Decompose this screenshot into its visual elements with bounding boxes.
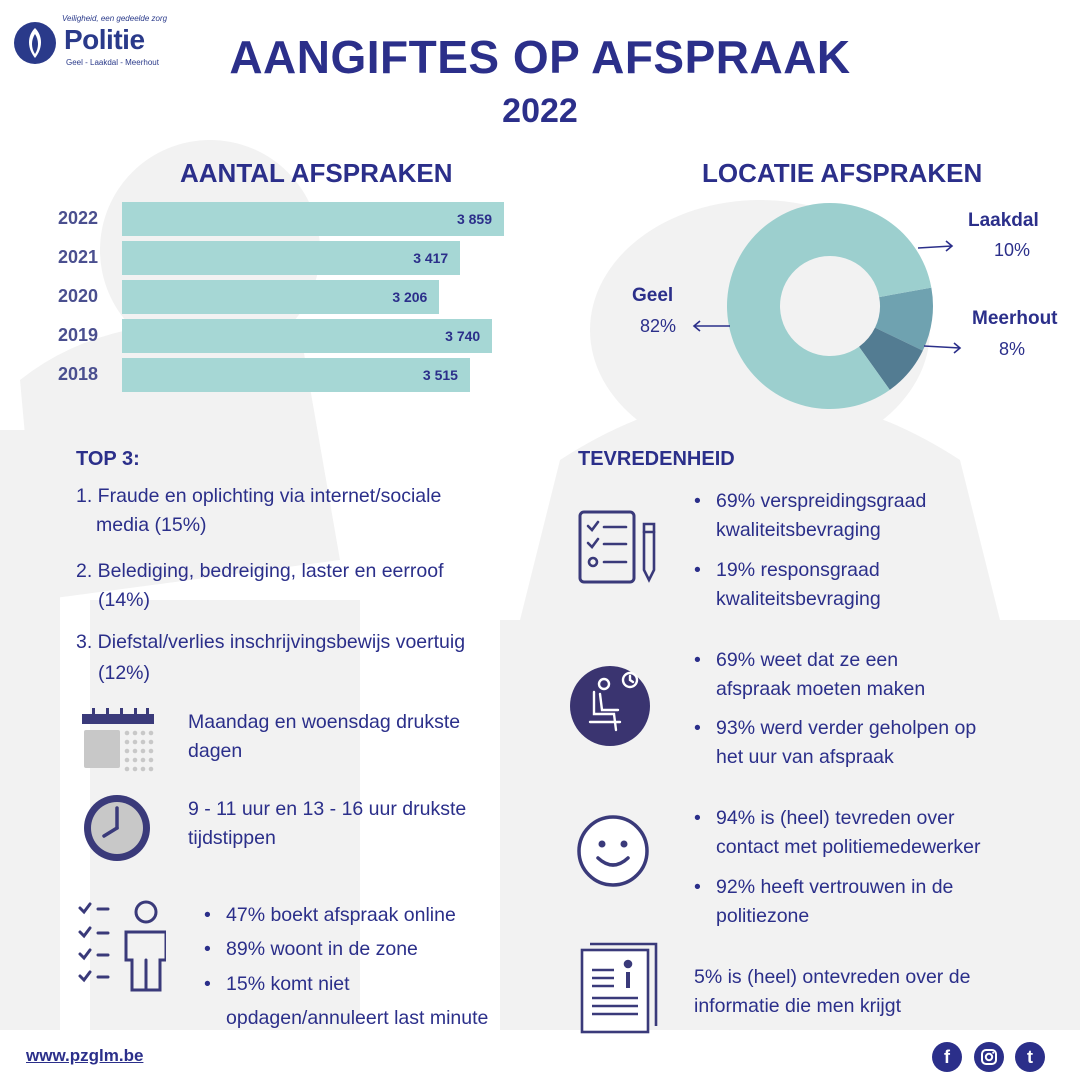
- checklist-person-icon: [78, 900, 166, 992]
- stat-online-booking: 47% boekt afspraak online: [204, 901, 456, 930]
- waiting-person-icon: [570, 666, 650, 746]
- donut-slice-geel: [727, 203, 932, 409]
- survey-clipboard-icon: [578, 510, 656, 584]
- satisfaction-stat-1-line-1: 69% verspreidingsgraad: [694, 487, 926, 516]
- clock-icon: [84, 795, 150, 861]
- bar-category-label: 2019: [58, 325, 99, 345]
- twitter-icon[interactable]: t: [1015, 1042, 1045, 1072]
- satisfaction-stat-6-line-1: 92% heeft vertrouwen in de: [694, 873, 953, 902]
- satisfaction-stat-5-line-2: contact met politiemedewerker: [716, 836, 981, 858]
- satisfaction-title: TEVREDENHEID: [578, 448, 735, 470]
- satisfaction-stat-6-line-2: politiezone: [716, 905, 810, 927]
- logo-tagline: Veiligheid, een gedeelde zorg: [62, 14, 168, 23]
- top3-item-1-line-2: media (15%): [96, 514, 207, 536]
- satisfaction-stat-4-line-1: 93% werd verder geholpen op: [694, 714, 976, 743]
- top3-title: TOP 3:: [76, 448, 140, 470]
- donut-svg: [692, 203, 962, 409]
- busiest-days-line-1: Maandag en woensdag drukste: [188, 711, 461, 733]
- police-logo: Veiligheid, een gedeelde zorg Politie Ge…: [12, 14, 167, 70]
- top3-item-1-line-1: 1. Fraude en oplichting via internet/soc…: [76, 485, 442, 507]
- page-title: AANGIFTES OP AFSPRAAK: [229, 31, 851, 83]
- facebook-icon[interactable]: f: [932, 1042, 962, 1072]
- bar-2019: 3 740: [122, 319, 493, 353]
- calendar-icon: [82, 708, 154, 772]
- top3-item-2-line-2: (14%): [98, 589, 151, 611]
- bar-value-label: 3 740: [445, 328, 481, 344]
- arrow-laakdal-head: [945, 240, 954, 252]
- instagram-glyph: [981, 1049, 997, 1065]
- police-flame-icon: [14, 22, 56, 64]
- bar-category-label: 2020: [58, 286, 99, 306]
- label-laakdal: Laakdal: [968, 210, 1039, 231]
- busiest-hours-line-2: tijdstippen: [188, 827, 276, 849]
- bar-category-label: 2022: [58, 208, 99, 228]
- pct-geel: 82%: [640, 316, 677, 336]
- location-title: LOCATIE AFSPRAKEN: [702, 158, 983, 188]
- bar-value-label: 3 206: [392, 289, 428, 305]
- stat-no-show-line-1: 15% komt niet: [204, 970, 349, 999]
- bar-category-label: 2021: [58, 247, 99, 267]
- pct-laakdal: 10%: [994, 240, 1031, 260]
- top3-item-2-line-1: 2. Belediging, bedreiging, laster en eer…: [76, 560, 444, 582]
- stat-lives-in-zone: 89% woont in de zone: [204, 935, 418, 964]
- bar-2022: 3 859: [122, 202, 504, 236]
- satisfaction-stat-3-line-2: afspraak moeten maken: [716, 678, 926, 700]
- arrow-laakdal-line: [917, 245, 953, 249]
- satisfaction-stat-7-line-1: 5% is (heel) ontevreden over de: [694, 966, 971, 988]
- satisfaction-stat-1-line-2: kwaliteitsbevraging: [716, 519, 881, 541]
- label-meerhout: Meerhout: [972, 308, 1058, 329]
- bar-category-label: 2018: [58, 364, 99, 384]
- satisfaction-stat-3-line-1: 69% weet dat ze een: [694, 646, 898, 675]
- website-link[interactable]: www.pzglm.be: [26, 1046, 144, 1065]
- instagram-icon[interactable]: [974, 1042, 1004, 1072]
- donut-slice-laakdal: [875, 287, 933, 351]
- arrow-geel-head: [692, 320, 701, 332]
- page-year: 2022: [502, 92, 578, 130]
- arrow-meerhout-head: [953, 342, 962, 354]
- bar-value-label: 3 417: [413, 250, 449, 266]
- satisfaction-stat-2-line-1: 19% responsgraad: [694, 556, 880, 585]
- bar-2021: 3 417: [122, 241, 461, 275]
- satisfaction-stat-2-line-2: kwaliteitsbevraging: [716, 588, 881, 610]
- location-donut-chart: Geel 82% Laakdal 10% Meerhout 8%: [600, 190, 1080, 430]
- bar-2018: 3 515: [122, 358, 470, 392]
- bar-value-label: 3 859: [456, 211, 492, 227]
- arrow-meerhout-line: [923, 345, 961, 349]
- pct-meerhout: 8%: [999, 339, 1026, 359]
- smiley-icon: [577, 815, 649, 887]
- info-document-icon: [580, 942, 658, 1034]
- satisfaction-stat-7-line-2: informatie die men krijgt: [694, 995, 901, 1017]
- bar-2020: 3 206: [122, 280, 440, 314]
- busiest-hours-line-1: 9 - 11 uur en 13 - 16 uur drukste: [188, 798, 467, 820]
- appointments-title: AANTAL AFSPRAKEN: [180, 158, 453, 188]
- stat-no-show-line-2: opdagen/annuleert last minute: [226, 1007, 489, 1029]
- donut-slice-meerhout: [859, 327, 923, 390]
- bar-value-label: 3 515: [422, 367, 458, 383]
- label-geel: Geel: [632, 285, 674, 306]
- satisfaction-stat-5-line-1: 94% is (heel) tevreden over: [694, 804, 955, 833]
- logo-subtitle: Geel - Laakdal - Meerhout: [66, 58, 159, 67]
- top3-item-3-line-2: (12%): [98, 662, 151, 684]
- logo-name: Politie: [64, 24, 145, 55]
- top3-item-3-line-1: 3. Diefstal/verlies inschrijvingsbewijs …: [76, 631, 466, 653]
- busiest-days-line-2: dagen: [188, 740, 243, 762]
- satisfaction-stat-4-line-2: het uur van afspraak: [716, 746, 894, 768]
